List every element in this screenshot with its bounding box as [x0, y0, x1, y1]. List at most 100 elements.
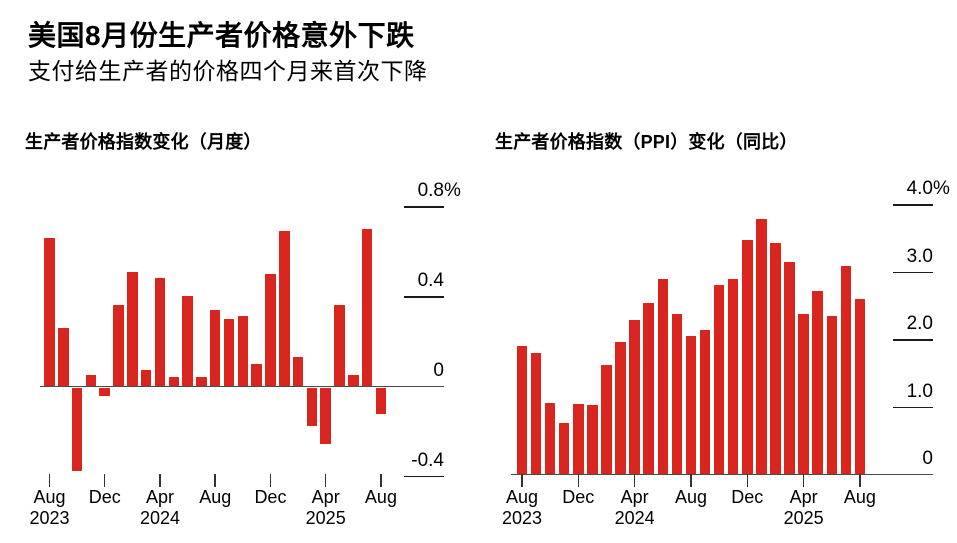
bar: [251, 363, 262, 386]
bar: [558, 423, 570, 474]
x-tick: [577, 474, 580, 487]
bar: [265, 273, 276, 386]
bar: [770, 242, 781, 474]
x-tick: [521, 474, 523, 487]
x-tick: [380, 474, 382, 487]
x-tick-label: Aug: [843, 487, 876, 507]
bar: [99, 387, 110, 397]
bar: [168, 377, 180, 386]
bar: [320, 387, 331, 444]
bar: [279, 231, 290, 386]
bar: [629, 320, 640, 474]
y-axis-label: 0: [853, 449, 933, 469]
y-axis-label-value: -0.4: [411, 449, 444, 471]
y-axis-label: 3.0: [853, 246, 933, 267]
bar: [826, 315, 837, 474]
bar: [292, 356, 304, 386]
bar: [699, 330, 711, 474]
bar: [44, 237, 55, 386]
y-gridline: [404, 206, 444, 208]
y-gridline: [404, 475, 444, 478]
bar: [742, 240, 753, 474]
y-gridline: [404, 296, 444, 298]
y-gridline: [893, 204, 933, 206]
bar: [140, 370, 152, 386]
y-axis-label-value: 0: [433, 360, 444, 381]
x-tick-label: Apr: [311, 487, 340, 507]
x-tick: [633, 474, 636, 487]
x-tick-label: Dec: [562, 487, 595, 507]
x-tick-label: Aug: [364, 487, 397, 507]
y-axis-unit: %: [444, 180, 461, 202]
chart-title-ppi-monthly: 生产者价格指数变化（月度）: [25, 132, 262, 152]
bar: [516, 345, 528, 474]
bar: [657, 278, 669, 474]
bar: [209, 309, 221, 386]
x-year-label: 2024: [614, 508, 655, 528]
bar: [334, 305, 345, 386]
x-tick: [48, 474, 51, 487]
bar: [798, 314, 809, 474]
y-axis-label: 1.0: [853, 380, 933, 402]
bar: [671, 314, 683, 474]
bar: [544, 402, 556, 474]
y-axis-label-value: 2.0: [906, 313, 933, 335]
y-axis-label: 0: [364, 361, 444, 381]
x-tick: [103, 474, 106, 487]
x-tick-label: Dec: [254, 487, 287, 507]
bar: [530, 352, 542, 474]
bar: [182, 296, 193, 386]
bar: [727, 279, 739, 474]
x-tick-label: Aug: [33, 487, 66, 507]
bar: [375, 387, 387, 415]
y-axis-label: -0.4: [364, 449, 444, 471]
y-gridline: [893, 406, 933, 409]
bar: [196, 377, 207, 386]
bar: [756, 218, 767, 474]
bar: [58, 327, 69, 386]
x-year-label: 2023: [29, 508, 70, 528]
bar: [784, 261, 795, 474]
bar: [840, 266, 852, 474]
bar: [348, 374, 359, 386]
y-axis-unit: %: [933, 178, 950, 200]
x-tick: [324, 474, 327, 487]
x-tick: [159, 474, 161, 487]
y-axis-label: 4.0%: [853, 178, 950, 200]
bar: [306, 387, 318, 426]
bar: [71, 387, 83, 471]
bar: [223, 318, 235, 386]
y-axis-label: 2.0: [853, 314, 933, 334]
bar: [854, 299, 866, 474]
x-axis-line: [511, 473, 933, 476]
bar: [615, 341, 626, 474]
headline: 美国8月份生产者价格意外下跌: [28, 20, 415, 51]
bar: [713, 284, 725, 474]
y-axis-label-value: 0.8: [417, 180, 444, 202]
bar: [601, 365, 612, 474]
bar: [361, 228, 373, 386]
bar: [85, 374, 97, 386]
y-axis-label-value: 0.4: [417, 270, 444, 292]
y-axis-label-value: 4.0: [906, 178, 933, 200]
y-gridline: [893, 271, 933, 274]
subheadline: 支付给生产者的价格四个月来首次下降: [28, 58, 428, 84]
x-tick-label: Aug: [199, 487, 232, 507]
x-tick: [214, 474, 216, 487]
x-tick-label: Dec: [88, 487, 121, 507]
bar: [113, 305, 124, 386]
y-axis-label-value: 1.0: [906, 380, 933, 402]
x-tick-label: Dec: [731, 487, 764, 507]
bar: [573, 403, 584, 474]
x-tick: [690, 474, 692, 487]
x-tick-label: Apr: [145, 487, 174, 507]
x-year-label: 2024: [139, 508, 180, 528]
y-axis-label-value: 0: [922, 448, 933, 469]
x-year-label: 2023: [501, 508, 543, 528]
y-gridline: [893, 339, 933, 341]
bar: [237, 316, 249, 386]
y-axis-label: 0.8%: [364, 180, 461, 202]
